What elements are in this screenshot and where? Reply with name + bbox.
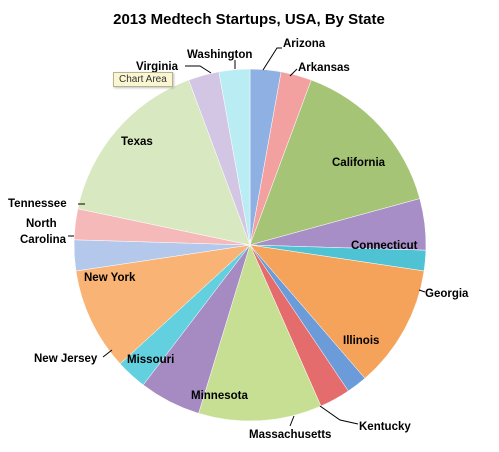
slice-label-georgia: Georgia — [425, 288, 469, 300]
slice-label-new-jersey: New Jersey — [34, 353, 98, 365]
slice-label-texas: Texas — [121, 136, 153, 148]
pie-slice-new-york — [75, 244, 251, 365]
leader-line-arizona — [262, 47, 282, 71]
leader-line-kentucky — [319, 405, 359, 425]
slice-label-north-carolina-line1: North — [26, 218, 57, 230]
leader-line-georgia — [418, 289, 426, 293]
leader-lines — [68, 47, 426, 427]
leader-line-arkansas — [289, 68, 298, 77]
leader-line-virginia — [185, 65, 212, 74]
chart-area-tooltip: Chart Area — [113, 72, 173, 87]
slice-label-arizona: Arizona — [283, 38, 326, 50]
pie-slice-illinois — [249, 244, 425, 379]
pie-slice-california — [249, 79, 421, 246]
slice-label-tennessee: Tennessee — [8, 198, 67, 210]
slice-label-illinois: Illinois — [343, 335, 379, 347]
slice-label-virginia: Virginia — [136, 61, 179, 73]
leader-line-massachusetts — [289, 415, 295, 427]
slice-label-arkansas: Arkansas — [298, 62, 350, 74]
slice-label-california: California — [332, 157, 386, 169]
pie-slice-minnesota — [198, 244, 322, 422]
slice-label-new-york: New York — [84, 272, 136, 284]
slice-label-north-carolina-line2: Carolina — [20, 234, 67, 246]
chart-title: 2013 Medtech Startups, USA, By State — [113, 11, 385, 28]
slice-label-washington: Washington — [187, 49, 252, 61]
pie-slices — [73, 68, 427, 422]
pie-slice-washington — [218, 68, 251, 246]
slice-label-connecticut: Connecticut — [351, 240, 418, 252]
slice-label-massachusetts: Massachusetts — [249, 429, 331, 441]
pie-slice-texas — [77, 79, 251, 246]
slice-label-minnesota: Minnesota — [191, 390, 248, 402]
slice-label-kentucky: Kentucky — [359, 421, 411, 433]
leader-line-new-jersey — [102, 349, 113, 358]
slice-label-missouri: Missouri — [127, 354, 174, 366]
